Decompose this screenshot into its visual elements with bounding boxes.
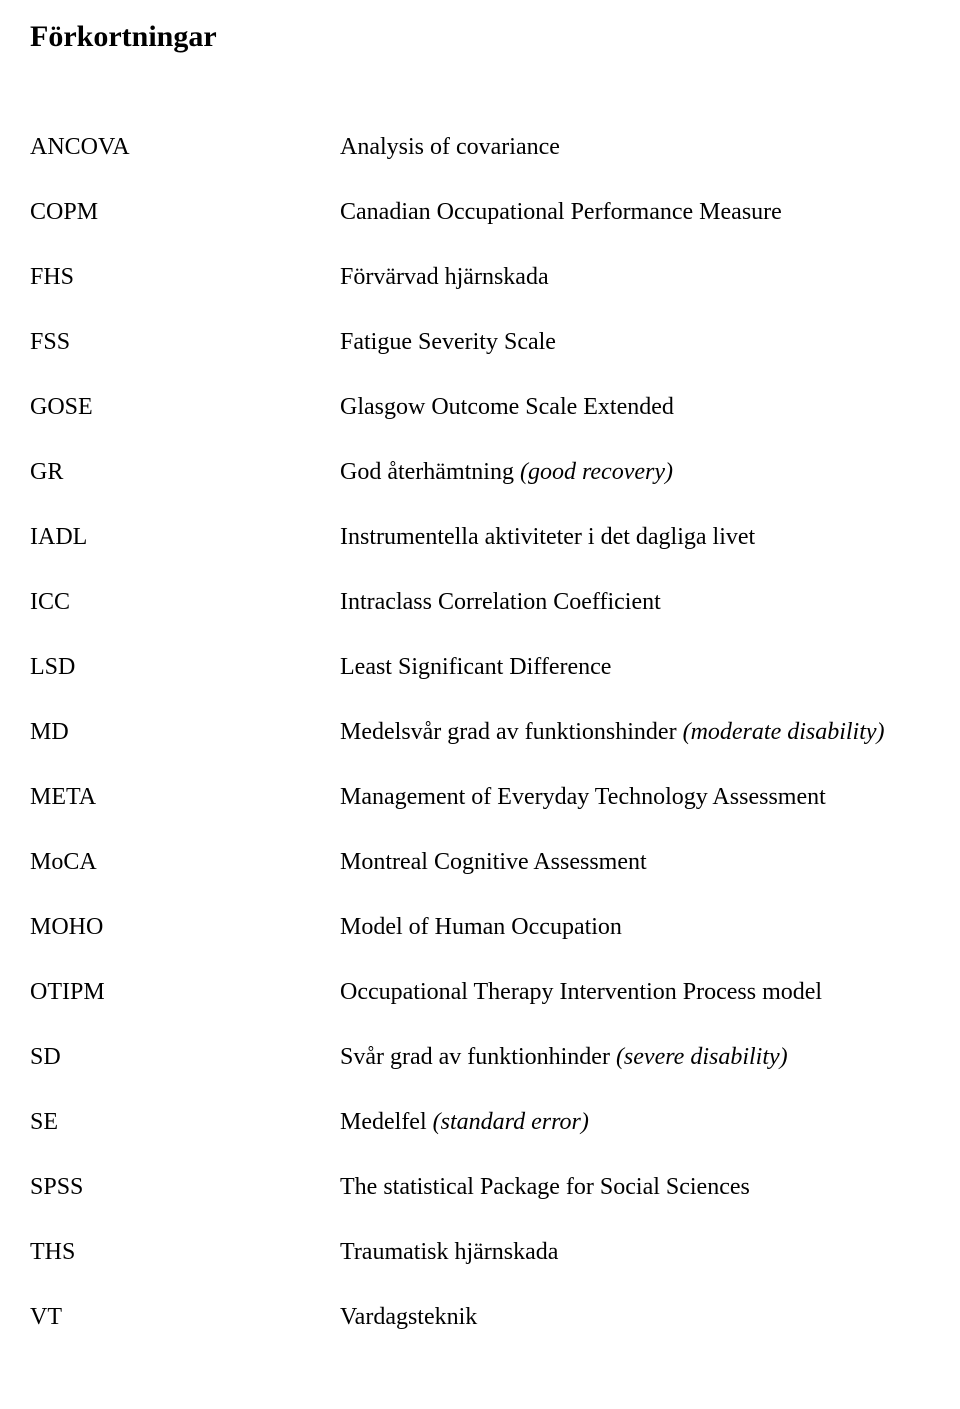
definition-text: Medelsvår grad av funktionshinder <box>340 719 683 745</box>
definition-text: Förvärvad hjärnskada <box>340 264 549 290</box>
definition-text: Occupational Therapy Intervention Proces… <box>340 979 822 1005</box>
abbreviation-definition: Medelfel (standard error) <box>340 1109 589 1136</box>
definition-text: Svår grad av funktionhinder <box>340 1044 616 1070</box>
abbreviation-definition: Svår grad av funktionhinder (severe disa… <box>340 1044 788 1071</box>
abbreviation-term: ANCOVA <box>30 134 340 161</box>
list-item: IADLInstrumentella aktiviteter i det dag… <box>30 524 930 551</box>
abbreviation-definition: Intraclass Correlation Coefficient <box>340 589 661 616</box>
list-item: SEMedelfel (standard error) <box>30 1109 930 1136</box>
list-item: VTVardagsteknik <box>30 1304 930 1331</box>
page: Förkortningar ANCOVAAnalysis of covarian… <box>0 0 960 1409</box>
abbreviation-list: ANCOVAAnalysis of covariance COPMCanadian… <box>30 134 930 1331</box>
list-item: FHSFörvärvad hjärnskada <box>30 264 930 291</box>
definition-text: Traumatisk hjärnskada <box>340 1239 558 1265</box>
list-item: SDSvår grad av funktionhinder (severe di… <box>30 1044 930 1071</box>
abbreviation-definition: Montreal Cognitive Assessment <box>340 849 647 876</box>
list-item: OTIPMOccupational Therapy Intervention P… <box>30 979 930 1006</box>
abbreviation-definition: Glasgow Outcome Scale Extended <box>340 394 674 421</box>
abbreviation-term: GOSE <box>30 394 340 421</box>
definition-text: Montreal Cognitive Assessment <box>340 849 647 875</box>
abbreviation-term: META <box>30 784 340 811</box>
abbreviation-term: OTIPM <box>30 979 340 1006</box>
abbreviation-term: MD <box>30 719 340 746</box>
abbreviation-definition: Management of Everyday Technology Assess… <box>340 784 826 811</box>
list-item: THSTraumatisk hjärnskada <box>30 1239 930 1266</box>
page-title: Förkortningar <box>30 20 930 54</box>
list-item: MDMedelsvår grad av funktionshinder (mod… <box>30 719 930 746</box>
list-item: GRGod återhämtning (good recovery) <box>30 459 930 486</box>
definition-text: God återhämtning <box>340 459 520 485</box>
definition-italic: (moderate disability) <box>683 719 885 745</box>
definition-text: Glasgow Outcome Scale Extended <box>340 394 674 420</box>
abbreviation-term: GR <box>30 459 340 486</box>
abbreviation-term: FSS <box>30 329 340 356</box>
abbreviation-term: SD <box>30 1044 340 1071</box>
list-item: METAManagement of Everyday Technology As… <box>30 784 930 811</box>
definition-text: Management of Everyday Technology Assess… <box>340 784 826 810</box>
abbreviation-term: THS <box>30 1239 340 1266</box>
definition-text: Instrumentella aktiviteter i det dagliga… <box>340 524 755 550</box>
abbreviation-definition: The statistical Package for Social Scien… <box>340 1174 750 1201</box>
abbreviation-definition: Medelsvår grad av funktionshinder (moder… <box>340 719 885 746</box>
abbreviation-term: COPM <box>30 199 340 226</box>
list-item: LSDLeast Significant Difference <box>30 654 930 681</box>
definition-text: Canadian Occupational Performance Measur… <box>340 199 782 225</box>
list-item: ICCIntraclass Correlation Coefficient <box>30 589 930 616</box>
definition-italic: (standard error) <box>433 1109 589 1135</box>
abbreviation-term: ICC <box>30 589 340 616</box>
abbreviation-definition: Instrumentella aktiviteter i det dagliga… <box>340 524 755 551</box>
list-item: GOSEGlasgow Outcome Scale Extended <box>30 394 930 421</box>
abbreviation-term: IADL <box>30 524 340 551</box>
abbreviation-definition: Vardagsteknik <box>340 1304 477 1331</box>
abbreviation-term: SE <box>30 1109 340 1136</box>
abbreviation-term: VT <box>30 1304 340 1331</box>
abbreviation-definition: Model of Human Occupation <box>340 914 622 941</box>
abbreviation-definition: Traumatisk hjärnskada <box>340 1239 558 1266</box>
list-item: SPSSThe statistical Package for Social S… <box>30 1174 930 1201</box>
list-item: ANCOVAAnalysis of covariance <box>30 134 930 161</box>
abbreviation-term: MoCA <box>30 849 340 876</box>
list-item: FSSFatigue Severity Scale <box>30 329 930 356</box>
definition-text: Vardagsteknik <box>340 1304 477 1330</box>
definition-text: Model of Human Occupation <box>340 914 622 940</box>
abbreviation-definition: Canadian Occupational Performance Measur… <box>340 199 782 226</box>
abbreviation-definition: Occupational Therapy Intervention Proces… <box>340 979 822 1006</box>
abbreviation-definition: Fatigue Severity Scale <box>340 329 556 356</box>
abbreviation-term: LSD <box>30 654 340 681</box>
definition-italic: (good recovery) <box>520 459 673 485</box>
definition-text: Fatigue Severity Scale <box>340 329 556 355</box>
definition-text: Analysis of covariance <box>340 134 560 160</box>
abbreviation-definition: God återhämtning (good recovery) <box>340 459 673 486</box>
abbreviation-term: FHS <box>30 264 340 291</box>
abbreviation-definition: Förvärvad hjärnskada <box>340 264 549 291</box>
definition-text: Intraclass Correlation Coefficient <box>340 589 661 615</box>
list-item: MOHOModel of Human Occupation <box>30 914 930 941</box>
list-item: MoCAMontreal Cognitive Assessment <box>30 849 930 876</box>
abbreviation-term: MOHO <box>30 914 340 941</box>
definition-italic: (severe disability) <box>616 1044 788 1070</box>
definition-text: The statistical Package for Social Scien… <box>340 1174 750 1200</box>
abbreviation-definition: Analysis of covariance <box>340 134 560 161</box>
list-item: COPMCanadian Occupational Performance Me… <box>30 199 930 226</box>
definition-text: Medelfel <box>340 1109 433 1135</box>
definition-text: Least Significant Difference <box>340 654 611 680</box>
abbreviation-definition: Least Significant Difference <box>340 654 611 681</box>
abbreviation-term: SPSS <box>30 1174 340 1201</box>
